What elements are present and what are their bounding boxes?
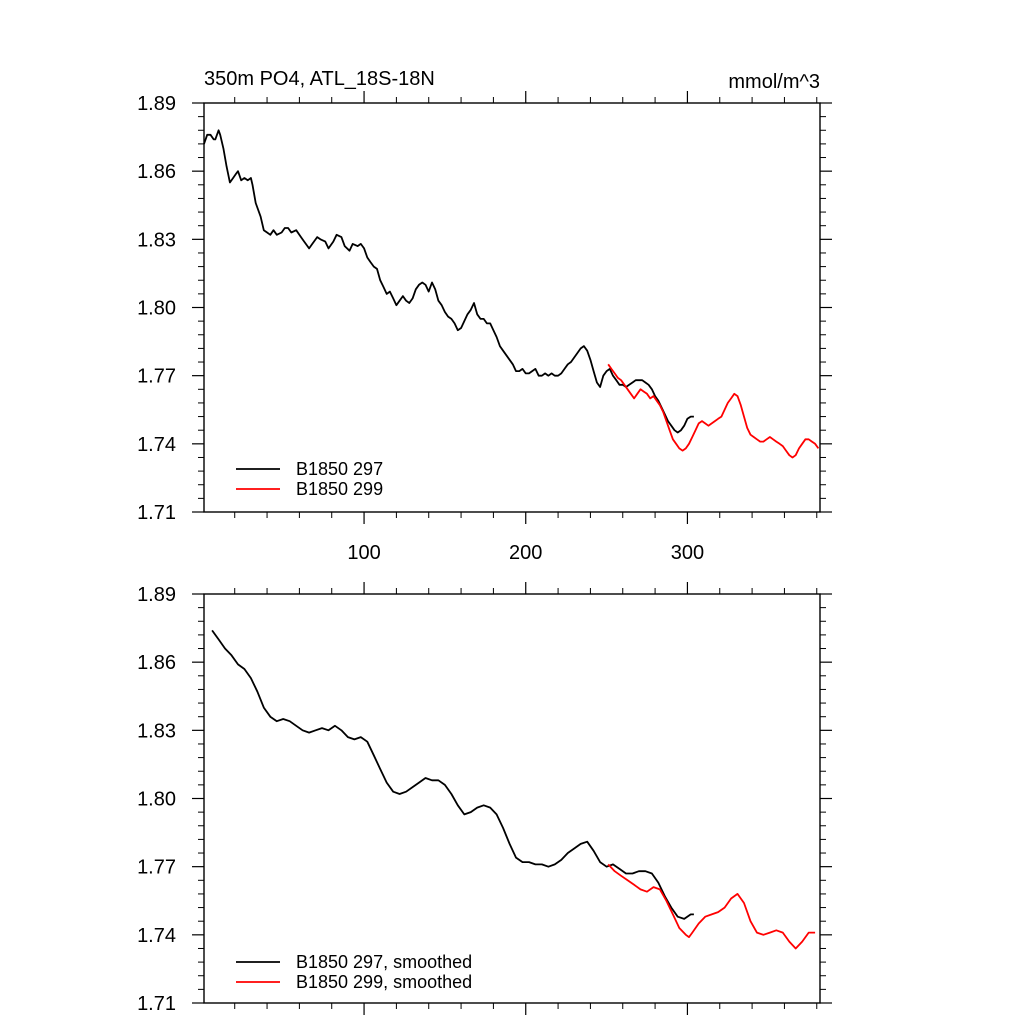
series-line-1 [211, 629, 694, 920]
bottom-panel: 1.71 1.74 1.77 1.80 1.83 1.86 1.89 B1850 297, s… [137, 582, 832, 1015]
y-tick-label: 1.77 [137, 857, 176, 879]
legend-label: B1850 299, smoothed [296, 972, 472, 992]
y-tick-label: 1.83 [137, 229, 176, 251]
y-tick-label: 1.80 [137, 789, 176, 811]
legend-label: B1850 297, smoothed [296, 952, 472, 972]
y-tick-label: 1.71 [137, 502, 176, 524]
series-line-2 [607, 363, 820, 459]
y-tick-label: 1.77 [137, 366, 176, 388]
y-tick-label: 1.89 [137, 584, 176, 606]
y-tick-label: 1.74 [137, 434, 176, 456]
x-tick-label: 100 [347, 542, 380, 564]
series-line-1 [203, 129, 694, 434]
plot-frame [203, 593, 821, 1004]
x-tick-label: 200 [509, 542, 542, 564]
y-tick-label: 1.71 [137, 993, 176, 1015]
y-tick-label: 1.86 [137, 652, 176, 674]
plot-frame [203, 102, 821, 513]
chart-units: mmol/m^3 [728, 71, 820, 93]
y-tick-label: 1.89 [137, 93, 176, 115]
x-tick-label: 300 [671, 542, 704, 564]
y-tick-label: 1.74 [137, 925, 176, 947]
series-line-2 [607, 863, 816, 950]
legend-label: B1850 297 [296, 459, 383, 479]
y-tick-label: 1.83 [137, 720, 176, 742]
legend-label: B1850 299 [296, 479, 383, 499]
top-panel: 350m PO4, ATL_18S-18N mmol/m^3 1.71 1.74 1… [137, 68, 832, 564]
chart-title: 350m PO4, ATL_18S-18N [204, 68, 435, 90]
y-tick-label: 1.80 [137, 298, 176, 320]
y-tick-label: 1.86 [137, 161, 176, 183]
